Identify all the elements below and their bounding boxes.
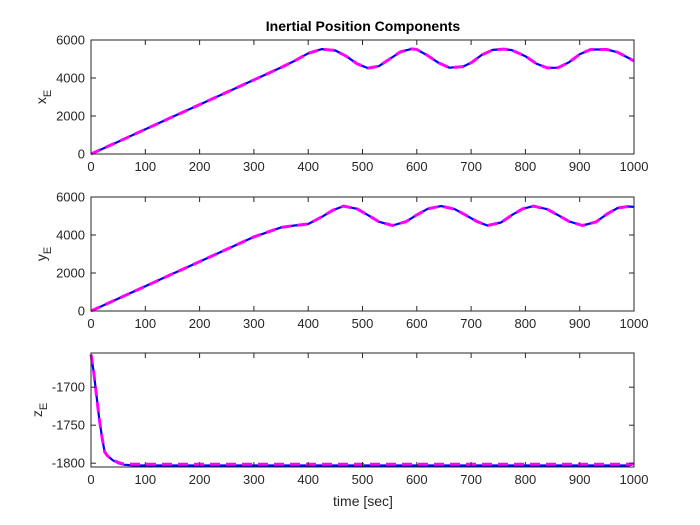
x-tick-label: 400 <box>297 472 319 487</box>
x-tick-label: 1000 <box>620 472 649 487</box>
series-line-y-2 <box>90 204 635 313</box>
series-line-z-2 <box>89 354 635 466</box>
y-tick-label: 0 <box>78 147 85 162</box>
plot-area <box>91 353 634 467</box>
x-tick-label: 0 <box>87 159 94 174</box>
y-axis-label-subscript: E <box>42 247 54 254</box>
plot-area <box>91 197 634 311</box>
x-tick-label: 1000 <box>620 316 649 331</box>
plot-area <box>91 40 634 154</box>
x-tick-label: 500 <box>352 159 374 174</box>
x-tick-label: 300 <box>243 159 265 174</box>
x-tick-label: 500 <box>352 472 374 487</box>
x-tick-label: 700 <box>460 159 482 174</box>
x-tick-label: 400 <box>297 159 319 174</box>
x-tick-label: 500 <box>352 316 374 331</box>
series-line-x-2 <box>90 47 635 156</box>
x-tick-label: 700 <box>460 316 482 331</box>
x-tick-label: 300 <box>243 472 265 487</box>
y-axis-label-main: z <box>29 410 45 417</box>
y-axis-label-main: x <box>33 97 49 104</box>
y-tick-label: 2000 <box>56 266 85 281</box>
subplot-z-position: 0 100 200 300 400 500 600 700 800 900 1000 -1800 -17… <box>29 352 649 487</box>
y-tick-label: 6000 <box>56 190 85 205</box>
x-tick-label: 400 <box>297 316 319 331</box>
x-tick-label: 200 <box>189 472 211 487</box>
x-axis-label: time [sec] <box>333 493 393 509</box>
subplot-x-position: 0 100 200 300 400 500 600 700 800 900 1000 0 2000 400… <box>33 33 648 175</box>
y-tick-label: 0 <box>78 304 85 319</box>
x-tick-label: 700 <box>460 472 482 487</box>
x-tick-label: 600 <box>406 472 428 487</box>
x-tick-label: 0 <box>87 472 94 487</box>
y-axis-label-x: xE <box>33 90 54 104</box>
x-tick-label: 300 <box>243 316 265 331</box>
y-axis-label-subscript: E <box>42 90 54 97</box>
y-tick-label: -1700 <box>52 380 85 395</box>
y-axis-label-main: y <box>33 254 49 261</box>
chart-title: Inertial Position Components <box>266 18 461 34</box>
x-tick-label: 900 <box>569 316 591 331</box>
x-tick-label: 800 <box>515 159 537 174</box>
x-tick-label: 200 <box>189 159 211 174</box>
x-tick-label: 800 <box>515 472 537 487</box>
x-tick-label: 100 <box>134 316 156 331</box>
x-tick-label: 900 <box>569 159 591 174</box>
x-tick-label: 100 <box>134 159 156 174</box>
x-tick-label: 900 <box>569 472 591 487</box>
x-tick-label: 600 <box>406 159 428 174</box>
subplot-y-position: 0 100 200 300 400 500 600 700 800 900 1000 0 2000 400… <box>33 190 648 332</box>
y-tick-label: 4000 <box>56 71 85 86</box>
y-tick-label: 2000 <box>56 109 85 124</box>
y-axis-label-subscript: E <box>38 403 50 410</box>
x-tick-label: 200 <box>189 316 211 331</box>
y-tick-label: 4000 <box>56 228 85 243</box>
y-axis-label-y: yE <box>33 247 54 261</box>
x-tick-label: 1000 <box>620 159 649 174</box>
y-tick-label: -1750 <box>52 418 85 433</box>
y-axis-label-z: zE <box>29 403 50 417</box>
x-tick-label: 100 <box>134 472 156 487</box>
x-tick-label: 800 <box>515 316 537 331</box>
x-tick-label: 600 <box>406 316 428 331</box>
y-tick-label: 6000 <box>56 33 85 48</box>
x-tick-label: 0 <box>87 316 94 331</box>
y-tick-label: -1800 <box>52 456 85 471</box>
